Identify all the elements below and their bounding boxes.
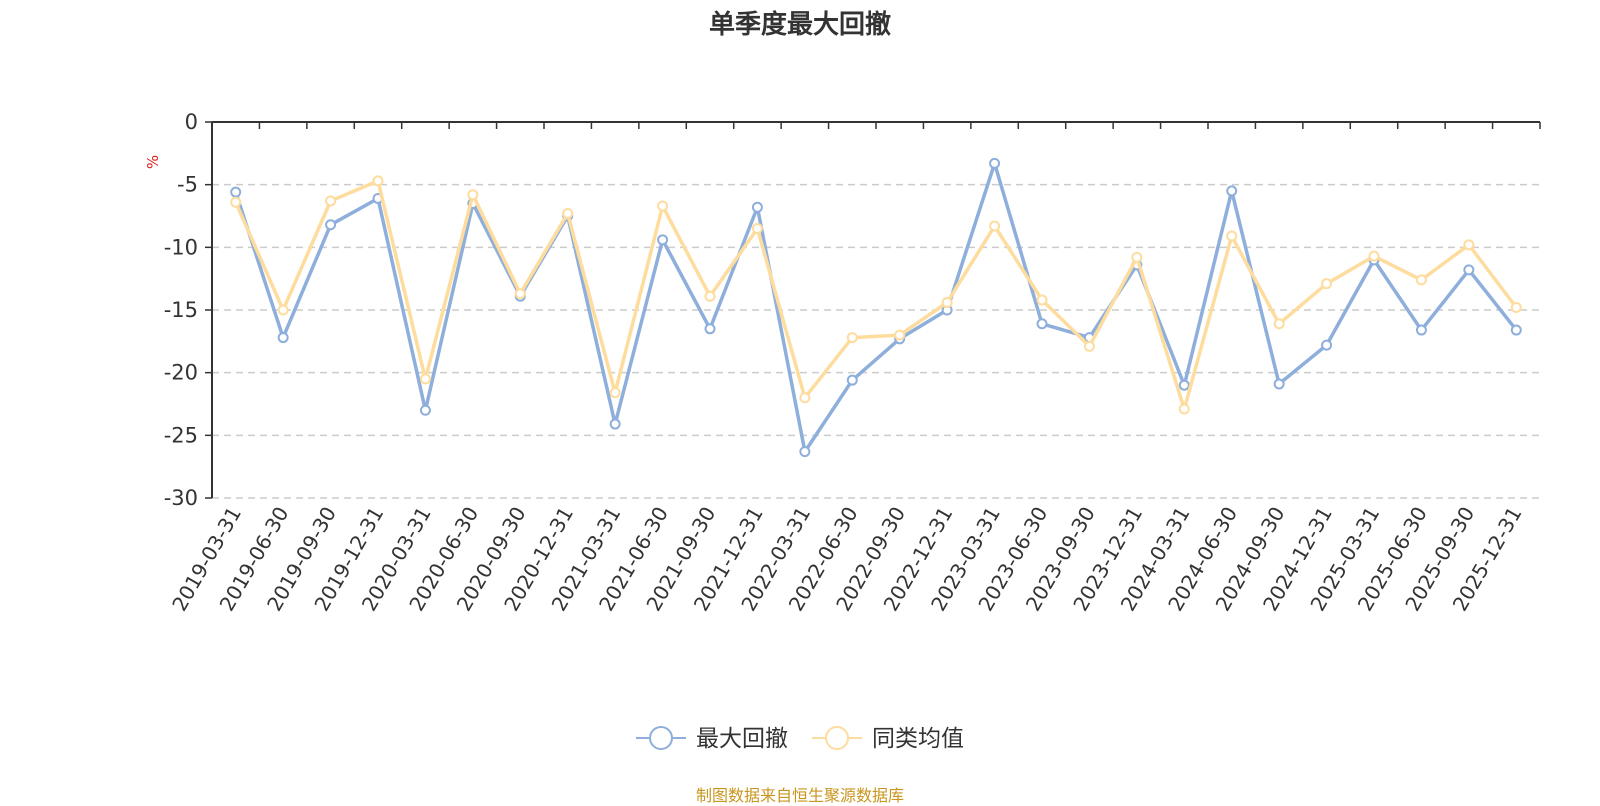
- data-point: [751, 223, 763, 235]
- data-point: [1321, 278, 1333, 290]
- series-line: [234, 161, 1518, 454]
- legend-label: 同类均值: [872, 726, 964, 752]
- data-point: [846, 332, 858, 344]
- data-point: [1368, 250, 1380, 262]
- data-point: [467, 189, 479, 201]
- data-point: [277, 332, 289, 344]
- data-point: [799, 446, 811, 458]
- data-point: [1178, 379, 1190, 391]
- data-point: [1226, 185, 1238, 197]
- data-point: [514, 288, 526, 300]
- data-point: [1510, 324, 1522, 336]
- data-point: [1178, 403, 1190, 415]
- data-point: [894, 329, 906, 341]
- axes: 0-5-10-15-20-25-30%2019-03-312019-06-302…: [144, 110, 1541, 615]
- data-point: [325, 219, 337, 231]
- data-point: [1273, 378, 1285, 390]
- legend-marker-icon: [649, 726, 673, 750]
- data-point: [1226, 230, 1238, 242]
- chart-title: 单季度最大回撤: [708, 10, 891, 40]
- data-point: [325, 195, 337, 207]
- data-point: [277, 304, 289, 316]
- legend-marker-icon: [825, 726, 849, 750]
- data-point: [989, 220, 1001, 232]
- data-point: [704, 323, 716, 335]
- data-point: [1463, 264, 1475, 276]
- data-point: [1321, 339, 1333, 351]
- data-point: [609, 418, 621, 430]
- data-point: [1036, 294, 1048, 306]
- data-point: [372, 175, 384, 187]
- data-point: [1415, 324, 1427, 336]
- y-tick-label: -30: [164, 486, 198, 510]
- data-source-footer: 制图数据来自恒生聚源数据库: [695, 786, 904, 805]
- data-point: [609, 387, 621, 399]
- data-point: [657, 234, 669, 246]
- data-point: [989, 157, 1001, 169]
- legend: 最大回撤 同类均值: [636, 726, 964, 752]
- data-point: [1083, 340, 1095, 352]
- data-point: [1036, 318, 1048, 330]
- data-point: [419, 404, 431, 416]
- data-point: [657, 200, 669, 212]
- y-tick-label: -25: [164, 423, 198, 447]
- y-tick-label: 0: [185, 110, 198, 134]
- data-point: [419, 373, 431, 385]
- data-point: [751, 201, 763, 213]
- data-point: [230, 196, 242, 208]
- data-point: [562, 207, 574, 219]
- y-axis-label: %: [144, 155, 162, 169]
- data-point: [1273, 318, 1285, 330]
- y-tick-label: -15: [164, 298, 198, 322]
- series: [230, 157, 1522, 458]
- series-line: [234, 179, 1518, 411]
- data-point: [846, 374, 858, 386]
- y-tick-label: -5: [177, 173, 198, 197]
- data-point: [799, 392, 811, 404]
- data-point: [1131, 251, 1143, 263]
- data-point: [941, 296, 953, 308]
- data-point: [704, 290, 716, 302]
- y-tick-label: -10: [164, 235, 198, 259]
- data-point: [230, 186, 242, 198]
- y-tick-label: -20: [164, 361, 198, 385]
- data-point: [1463, 239, 1475, 251]
- data-point: [1415, 274, 1427, 286]
- data-point: [1510, 301, 1522, 313]
- legend-label: 最大回撤: [696, 726, 788, 752]
